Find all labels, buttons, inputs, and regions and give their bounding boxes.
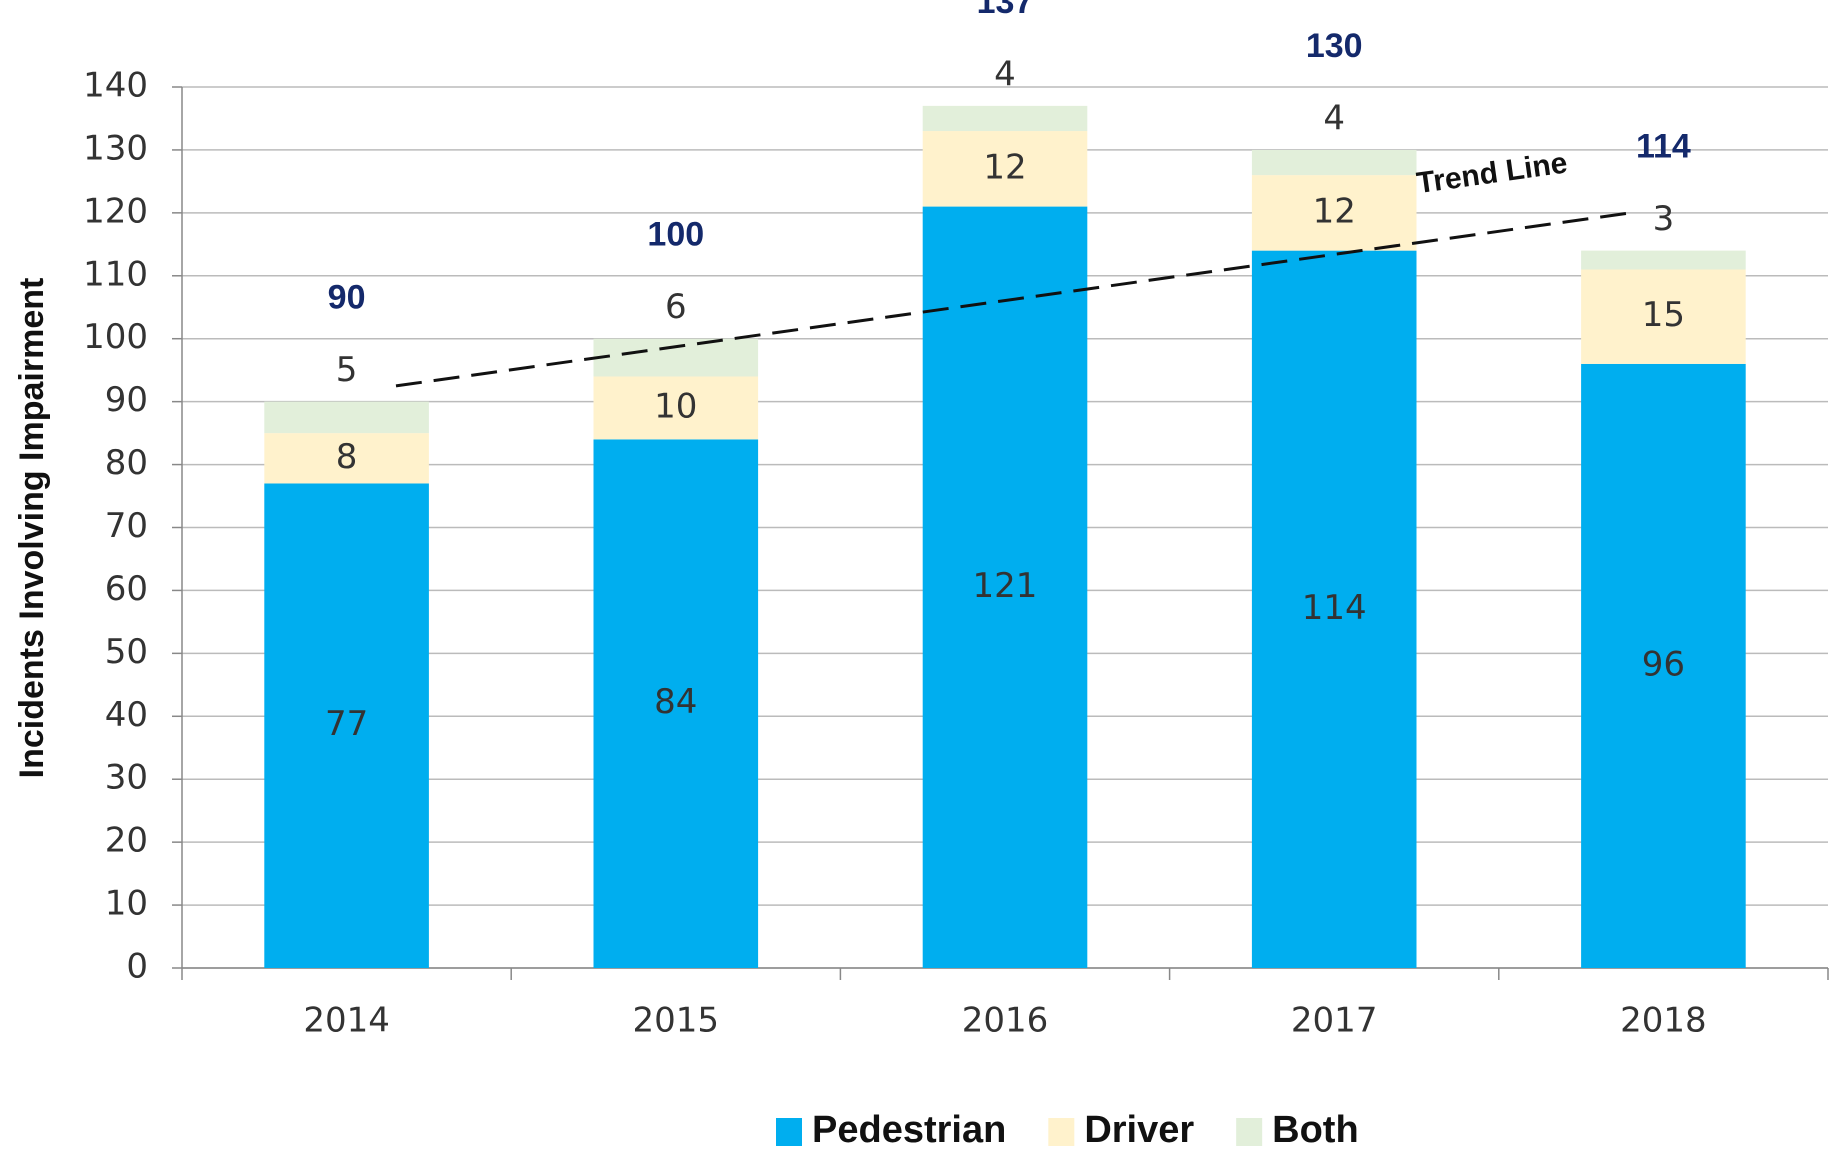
bar-segment	[1581, 269, 1746, 364]
y-tick-label: 70	[105, 506, 148, 546]
trend-label: Trend Line	[1415, 146, 1570, 200]
segment-label: 10	[654, 386, 697, 426]
segment-label: 12	[983, 147, 1026, 187]
segment-label: 12	[1313, 191, 1356, 231]
bar-segment	[1581, 250, 1746, 270]
segment-label: 8	[336, 437, 358, 477]
x-tick-label: 2014	[303, 1001, 390, 1041]
bar-segment	[922, 206, 1088, 969]
legend-swatch	[1236, 1118, 1263, 1146]
bar-segment	[922, 131, 1088, 207]
segment-label: 4	[1323, 98, 1345, 138]
bar-segment	[1251, 149, 1417, 176]
total-label: 100	[647, 216, 704, 254]
y-tick-label: 50	[105, 632, 148, 672]
legend-swatch	[1048, 1118, 1075, 1146]
y-tick-label: 30	[105, 758, 148, 798]
segment-label: 15	[1642, 295, 1685, 335]
legend-label: Driver	[1084, 1109, 1194, 1151]
segment-label: 84	[654, 682, 697, 722]
y-tick-label: 140	[83, 66, 148, 106]
total-label: 114	[1636, 128, 1691, 166]
y-tick-label: 20	[105, 821, 148, 861]
legend-label: Both	[1272, 1109, 1359, 1151]
segment-label: 5	[336, 350, 358, 390]
bar-segment	[593, 376, 759, 440]
legend-swatch	[776, 1118, 802, 1146]
bar-segment	[1251, 175, 1417, 251]
y-tick-label: 40	[105, 695, 148, 735]
trend-line	[395, 211, 1631, 388]
y-tick-label: 130	[83, 128, 148, 168]
x-tick-label: 2016	[962, 1001, 1049, 1041]
bar-segment	[264, 483, 429, 968]
bar-segment	[264, 433, 429, 484]
x-tick-label: 2015	[633, 1001, 720, 1041]
y-tick-label: 60	[105, 569, 148, 609]
bar-segment	[593, 338, 759, 377]
segment-label: 6	[665, 287, 687, 327]
segment-label: 96	[1642, 644, 1685, 684]
segment-label: 77	[325, 704, 368, 744]
y-axis-title: Incidents Involving Impairment	[13, 278, 51, 779]
y-tick-label: 10	[105, 884, 148, 924]
y-tick-label: 80	[105, 443, 148, 483]
bar-segment	[264, 401, 429, 434]
y-tick-label: 90	[105, 380, 148, 420]
segment-label: 4	[994, 54, 1016, 94]
bar-segment	[1251, 250, 1417, 969]
segment-label: 3	[1653, 199, 1675, 239]
y-tick-label: 120	[83, 191, 148, 231]
y-tick-label: 0	[126, 947, 148, 987]
bar-segment	[593, 439, 759, 968]
total-label: 130	[1306, 27, 1363, 65]
x-tick-label: 2018	[1620, 1001, 1707, 1041]
total-label: 90	[328, 279, 366, 317]
segment-label: 121	[973, 566, 1038, 606]
y-tick-label: 110	[83, 254, 148, 294]
bar-segment	[922, 105, 1088, 132]
legend-label: Pedestrian	[812, 1109, 1006, 1151]
y-tick-label: 100	[83, 317, 148, 357]
segment-label: 114	[1302, 588, 1367, 628]
total-label: 137	[977, 0, 1034, 21]
x-tick-label: 2017	[1291, 1001, 1378, 1041]
bar-segment	[1581, 363, 1746, 968]
